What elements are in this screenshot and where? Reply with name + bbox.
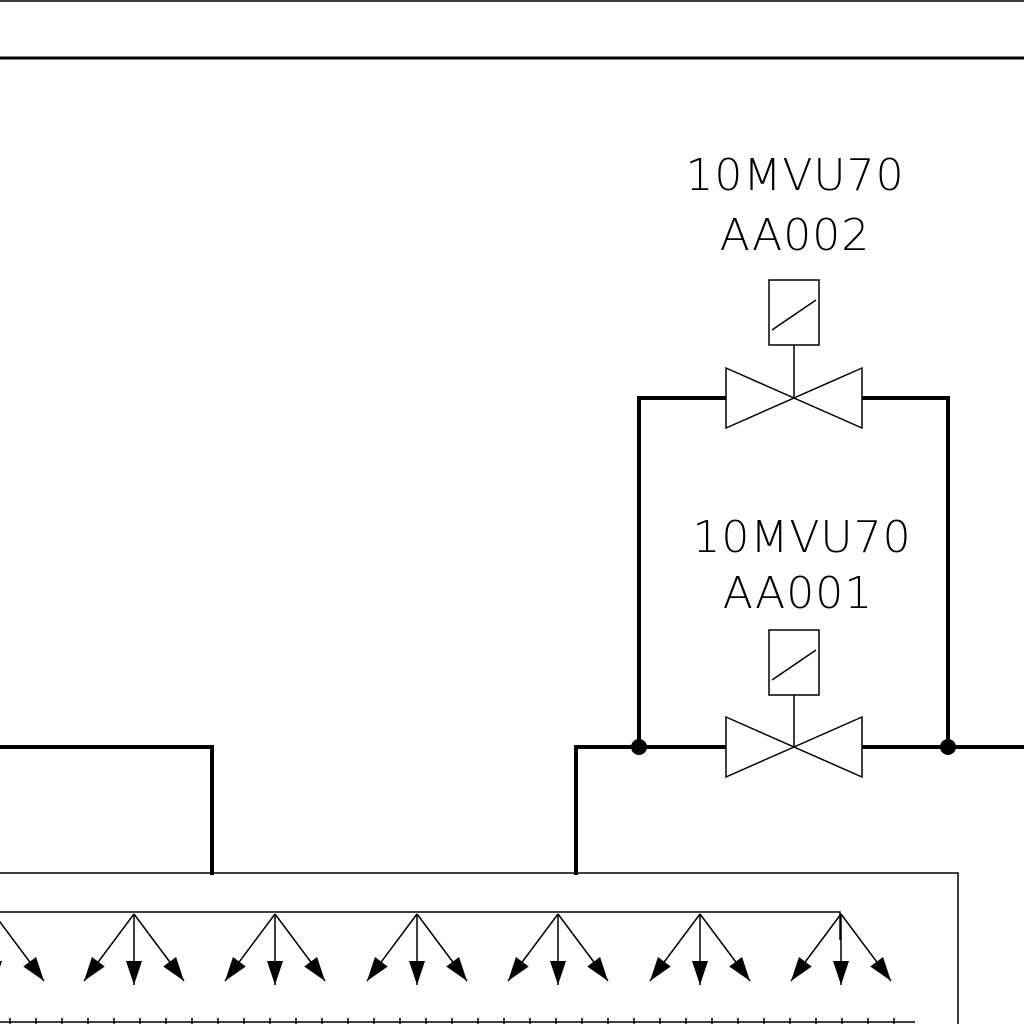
- spray-nozzle-icon: [649, 913, 751, 985]
- arrowhead-icon: [304, 956, 325, 981]
- junction-dot-right: [940, 739, 956, 755]
- arrowhead-icon: [126, 961, 142, 985]
- arrowhead-icon: [409, 961, 425, 985]
- spray-manifold: [0, 911, 841, 940]
- spray-nozzle-icon: [366, 913, 468, 985]
- solenoid-actuator-icon: [768, 629, 820, 696]
- arrowhead-icon: [0, 961, 2, 967]
- bypass-right-pipe: [862, 396, 950, 747]
- valve-body-icon: [725, 366, 796, 430]
- valve-body-icon: [725, 715, 796, 779]
- arrowhead-icon: [692, 961, 708, 985]
- solenoid-actuator-icon: [768, 279, 820, 346]
- right-riser-pipe: [574, 745, 726, 875]
- bypass-left-pipe: [637, 396, 726, 747]
- spray-nozzle-icon: [790, 913, 892, 985]
- spray-nozzle-icon: [507, 913, 609, 985]
- spray-nozzle-icon: [224, 913, 326, 985]
- bottom-tick-marks: [9, 1018, 895, 1024]
- spray-nozzles: [0, 913, 892, 985]
- arrowhead-icon: [508, 956, 529, 981]
- valve-tag-line1: 10MVU70: [685, 150, 904, 201]
- valve-tag-line2: AA001: [723, 568, 873, 619]
- valve-tag-line2: AA002: [720, 210, 870, 261]
- arrowhead-icon: [225, 956, 246, 981]
- arrowhead-icon: [870, 956, 891, 981]
- arrowhead-icon: [791, 956, 812, 981]
- arrowhead-icon: [587, 956, 608, 981]
- arrowhead-icon: [650, 956, 671, 981]
- valve-body-icon: [792, 715, 863, 779]
- arrowhead-icon: [446, 956, 467, 981]
- junction-dot-left: [631, 739, 647, 755]
- valve-body-icon: [792, 366, 863, 430]
- solenoid-slash: [771, 299, 817, 331]
- valve-aa001[interactable]: 10MVU70 AA001: [692, 512, 911, 779]
- valve-tag-line1: 10MVU70: [692, 512, 911, 563]
- spray-nozzle-icon: [0, 920, 45, 982]
- arrowhead-icon: [267, 961, 283, 985]
- solenoid-slash: [771, 649, 817, 681]
- arrowhead-icon: [367, 956, 388, 981]
- header-box: [0, 872, 959, 1024]
- arrowhead-icon: [163, 956, 184, 981]
- valve-aa002[interactable]: 10MVU70 AA002: [685, 150, 904, 430]
- arrowhead-icon: [550, 961, 566, 985]
- arrowhead-icon: [23, 956, 44, 981]
- arrowhead-icon: [833, 961, 849, 985]
- arrowhead-icon: [84, 956, 105, 981]
- spray-nozzle-icon: [83, 913, 185, 985]
- arrowhead-icon: [729, 956, 750, 981]
- left-supply-pipe: [0, 745, 214, 875]
